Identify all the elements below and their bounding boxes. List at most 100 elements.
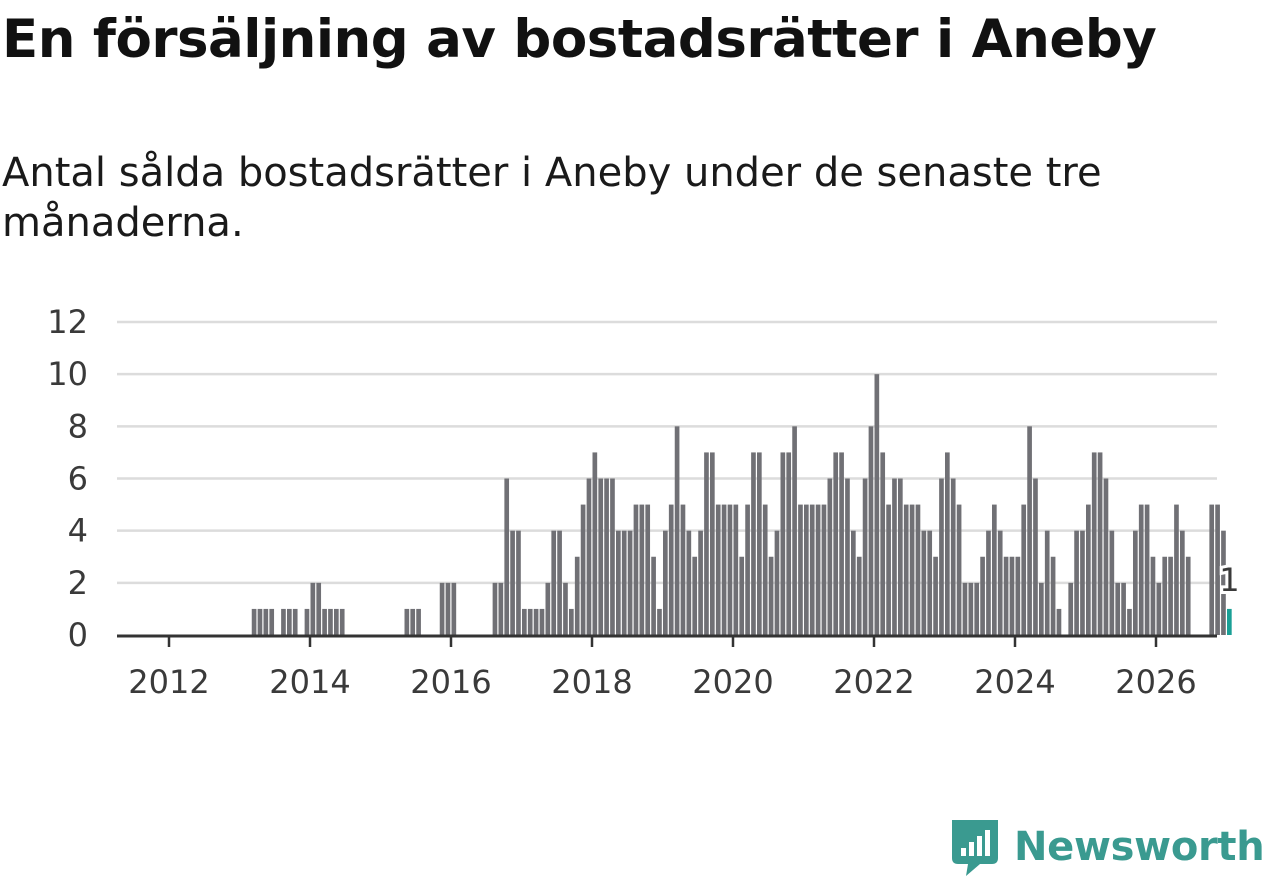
bar [1144, 504, 1150, 635]
bar [798, 504, 803, 635]
bar [292, 608, 298, 635]
bar [334, 608, 339, 635]
bar [1044, 530, 1050, 635]
bar [856, 556, 862, 635]
bar [1174, 504, 1179, 635]
y-tick-label: 0 [68, 616, 88, 654]
bar [1209, 504, 1215, 635]
bar [592, 452, 598, 635]
bar [1168, 556, 1173, 635]
bar [539, 608, 545, 635]
bar [1009, 556, 1015, 635]
bar [328, 608, 333, 635]
bar [892, 478, 897, 635]
bar [1091, 452, 1097, 635]
bar-series [251, 374, 1232, 635]
x-tick-label: 2016 [410, 663, 491, 701]
bar [527, 608, 533, 635]
bar [1050, 556, 1056, 635]
bar [757, 452, 762, 635]
bar [639, 504, 645, 635]
bar [903, 504, 909, 635]
bar [956, 504, 962, 635]
bar [557, 530, 562, 635]
bar [522, 608, 527, 635]
bar [762, 504, 768, 635]
bar [745, 504, 750, 635]
bar [839, 452, 844, 635]
bar [287, 608, 292, 635]
x-tick-label: 2012 [128, 663, 209, 701]
y-tick-label: 10 [47, 355, 88, 393]
bar [868, 426, 874, 635]
bar [997, 530, 1003, 635]
bar [1021, 504, 1027, 635]
bar [1080, 530, 1085, 635]
bar [621, 530, 627, 635]
bar [281, 608, 286, 635]
chart-subtitle: Antal sålda bostadsrätter i Aneby under … [2, 150, 1102, 246]
bar [663, 530, 668, 635]
bar [1086, 504, 1091, 635]
x-tick-label: 2014 [269, 663, 350, 701]
bar [563, 582, 568, 635]
bar [574, 556, 580, 635]
bar [1156, 582, 1162, 635]
bar [898, 478, 903, 635]
bar [721, 504, 727, 635]
bar [727, 504, 733, 635]
bar [645, 504, 651, 635]
bar [845, 478, 850, 635]
bar [1185, 556, 1191, 635]
bar [1109, 530, 1115, 635]
bar [668, 504, 674, 635]
bar [633, 504, 639, 635]
bar [862, 478, 868, 635]
bar [604, 478, 609, 635]
bar [1015, 556, 1021, 635]
bar [410, 608, 416, 635]
bar [786, 452, 792, 635]
bar [1033, 478, 1038, 635]
bar [768, 556, 774, 635]
bar [533, 608, 539, 635]
bar [1138, 504, 1144, 635]
bar [909, 504, 915, 635]
bar [322, 608, 327, 635]
bar [780, 452, 786, 635]
bar [263, 608, 269, 635]
bar [874, 374, 880, 635]
logo-text: Newsworthy [1014, 824, 1262, 870]
bar [1068, 582, 1074, 635]
bar [257, 608, 263, 635]
bar [886, 504, 891, 635]
y-tick-label: 12 [47, 303, 88, 341]
bar [616, 530, 621, 635]
bar [739, 556, 745, 635]
bar [1056, 608, 1062, 635]
bar [915, 504, 921, 635]
bar [504, 478, 510, 635]
x-tick-label: 2026 [1115, 663, 1196, 701]
bar [1115, 582, 1121, 635]
bar [804, 504, 809, 635]
bar [1150, 556, 1156, 635]
bar [610, 478, 615, 635]
bar [715, 504, 721, 635]
bar [339, 608, 345, 635]
bar [733, 504, 739, 635]
bar [986, 530, 991, 635]
bar [1180, 530, 1185, 635]
bar [880, 452, 886, 635]
bar [950, 478, 956, 635]
bar [451, 582, 457, 635]
bar [545, 582, 551, 635]
bar [939, 478, 944, 635]
newsworthy-logo[interactable]: Newsworthy [950, 818, 1262, 876]
y-tick-label: 4 [68, 512, 88, 550]
bar [686, 530, 692, 635]
bar [310, 582, 316, 635]
newsworthy-logo-icon [952, 820, 998, 876]
bar [974, 582, 980, 635]
